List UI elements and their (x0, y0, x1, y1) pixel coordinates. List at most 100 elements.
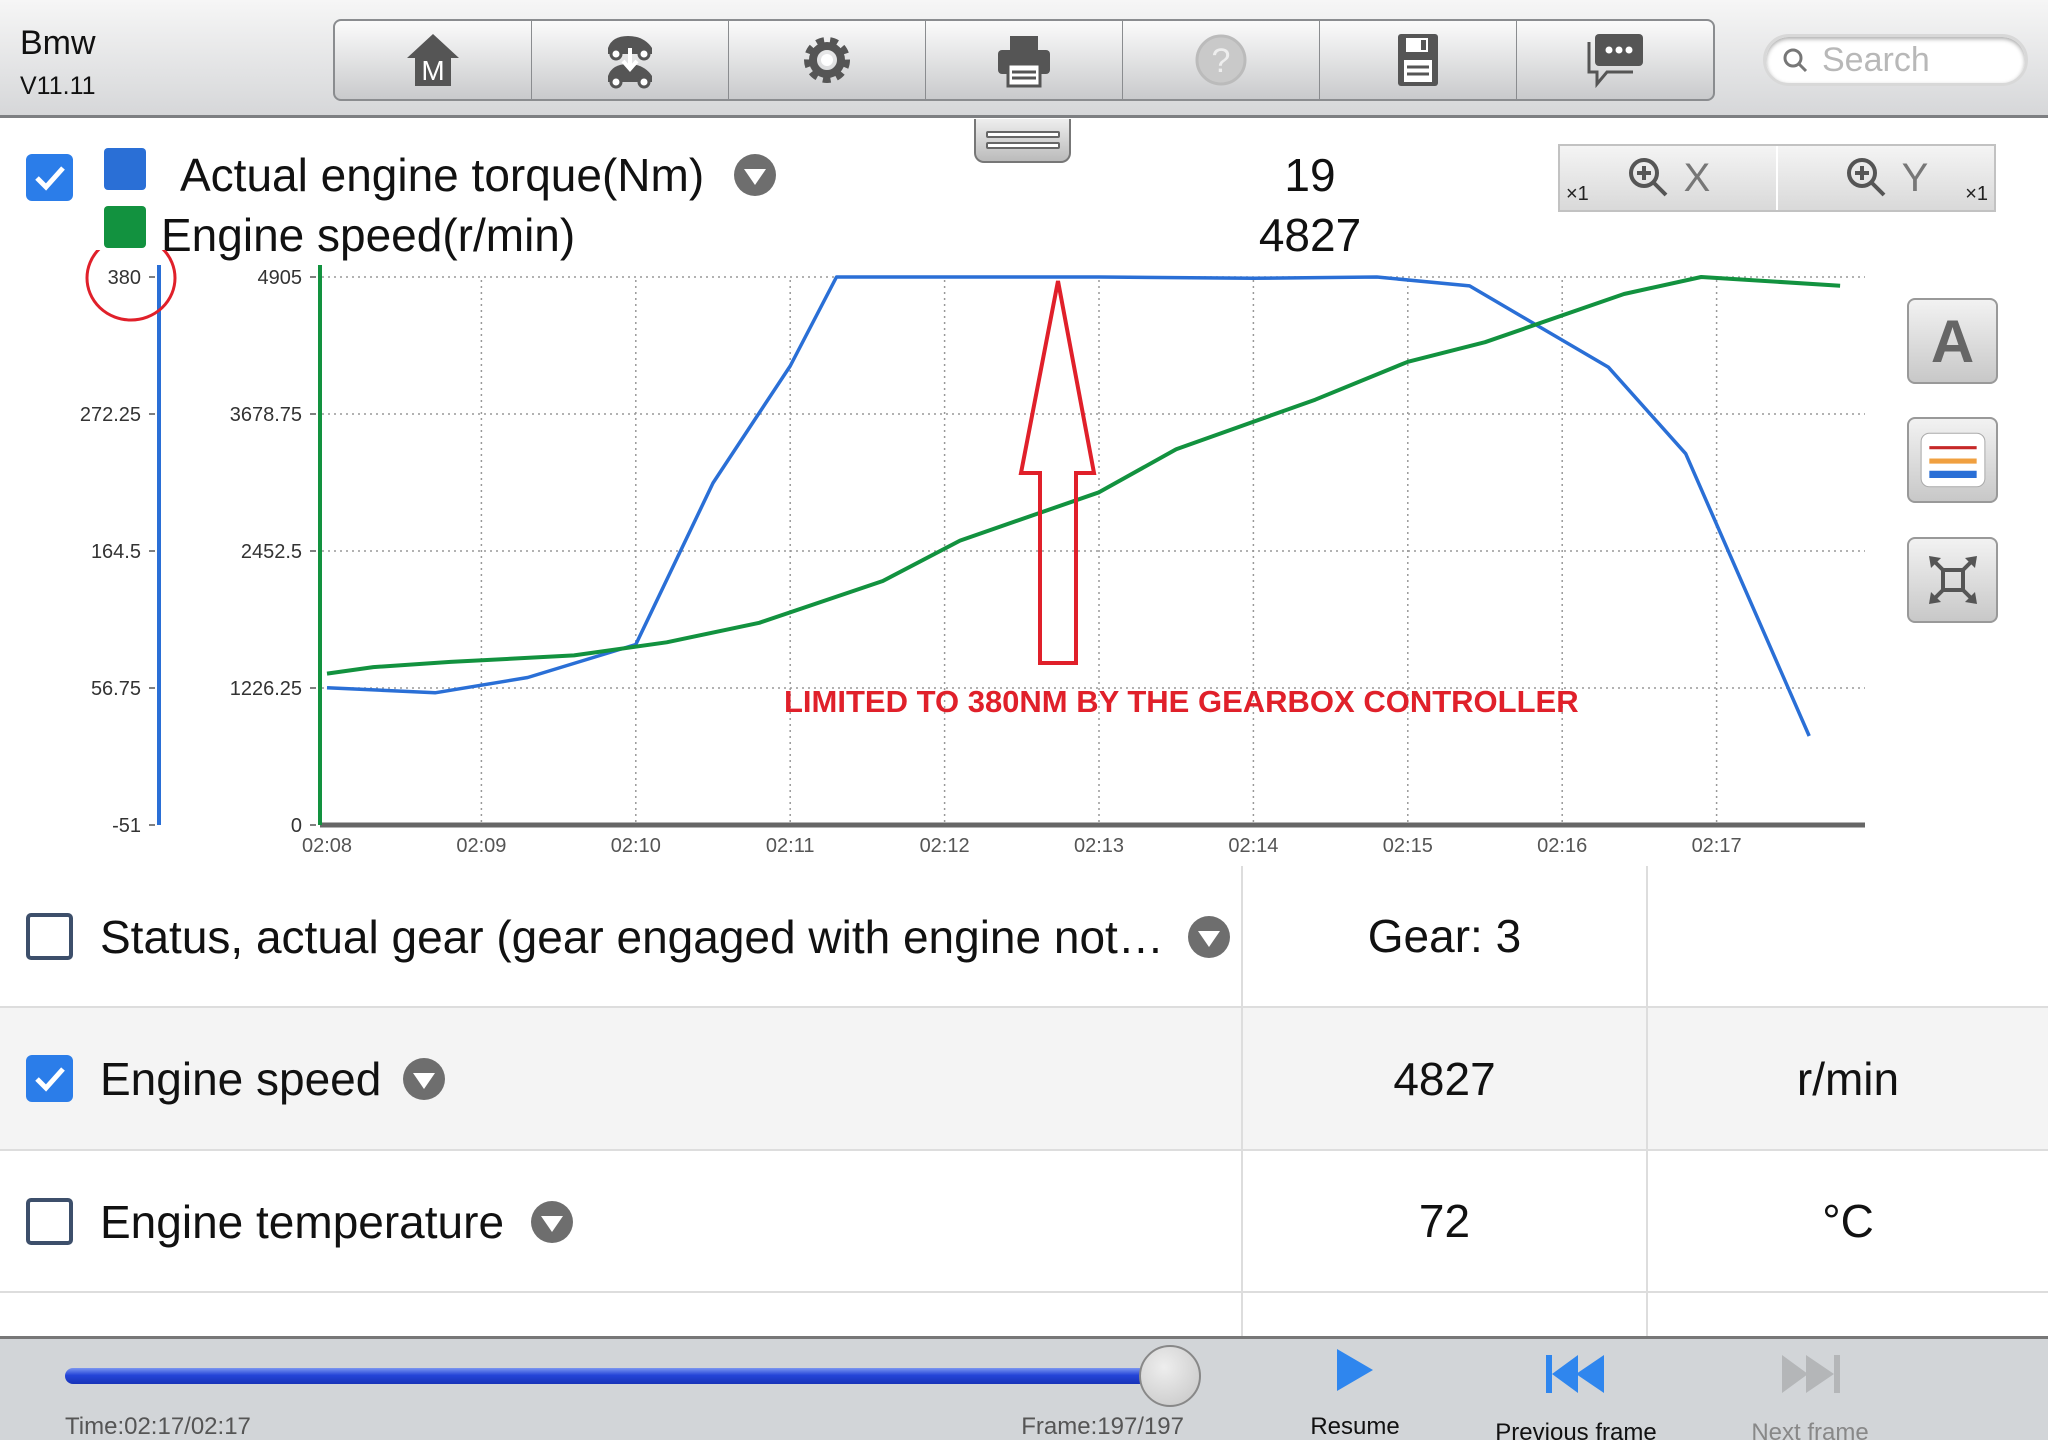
table-row[interactable]: Engine temperature 72 °C (0, 1151, 2048, 1293)
chevron-down-icon (413, 1073, 435, 1089)
checkmark-icon (35, 166, 65, 191)
parameter-name: Status, actual gear (gear engaged with e… (100, 911, 1164, 963)
x-tick-label: 02:11 (766, 835, 815, 857)
gear-icon (804, 37, 850, 83)
feedback-button[interactable] (1517, 21, 1713, 99)
drawer-handle[interactable] (974, 119, 1071, 163)
app-name: Bmw (20, 24, 96, 62)
x-tick-label: 02:17 (1692, 835, 1742, 857)
chevron-down-icon (744, 169, 766, 185)
zoom-x-label: X (1683, 155, 1711, 200)
speed-tick-label: 3678.75 (230, 404, 302, 426)
previous-frame-button[interactable]: Previous frame (1486, 1353, 1666, 1446)
x-tick-label: 02:10 (611, 835, 661, 857)
zoom-y-button[interactable]: Y ×1 (1778, 146, 1994, 210)
search-placeholder: Search (1822, 40, 1930, 79)
parameter-name: Engine speed (100, 1053, 382, 1105)
parameter-value: 4827 (1241, 1008, 1646, 1149)
torque-tick-label: 56.75 (91, 678, 141, 700)
line-style-button[interactable] (1907, 417, 1998, 503)
zoom-y-label: Y (1901, 155, 1929, 200)
playback-progress (65, 1368, 1170, 1384)
parameter-name: Engine temperature (100, 1196, 505, 1248)
zoom-x-factor: ×1 (1566, 183, 1589, 205)
annotation-text: LIMITED TO 380NM BY THE GEARBOX CONTROLL… (784, 684, 1579, 719)
search-icon (1783, 48, 1808, 73)
help-button[interactable]: ? (1123, 21, 1320, 99)
parameter-value: Gear: 3 (1241, 866, 1646, 1006)
floppy-disk-icon (1398, 34, 1438, 86)
torque-checkbox[interactable] (26, 154, 73, 201)
chevron-down-icon (1198, 931, 1220, 947)
zoom-controls: ×1 X Y ×1 (1558, 144, 1996, 212)
x-tick-label: 02:09 (456, 835, 506, 857)
speed-tick-label: 2452.5 (241, 541, 302, 563)
expand-arrows-icon (1928, 556, 1977, 604)
speed-value: 4827 (1258, 209, 1362, 261)
checkmark-icon (35, 1067, 65, 1092)
time-label: Time:02:17/02:17 (65, 1413, 251, 1440)
home-icon: M (407, 34, 459, 86)
font-icon: A (1930, 307, 1975, 375)
svg-text:?: ? (1212, 42, 1231, 80)
print-button[interactable] (926, 21, 1123, 99)
font-size-button[interactable]: A (1907, 298, 1998, 384)
torque-tick-label: 272.25 (80, 404, 141, 426)
zoom-in-icon (1628, 158, 1668, 197)
row-checkbox[interactable] (26, 1198, 73, 1245)
frame-label: Frame:197/197 (1021, 1413, 1184, 1440)
table-row[interactable]: Engine speed 4827 r/min (0, 1008, 2048, 1151)
row-checkbox[interactable] (26, 913, 73, 960)
speed-color-swatch (104, 206, 146, 248)
parameter-dropdown[interactable] (531, 1201, 573, 1243)
x-tick-label: 02:13 (1074, 835, 1124, 857)
header: Bmw V11.11 M ? Search (0, 0, 2048, 118)
playback-bar: Time:02:17/02:17 Frame:197/197 Resume Pr… (0, 1336, 2048, 1446)
parameter-dropdown[interactable] (403, 1058, 445, 1100)
torque-tick-label: -51 (112, 815, 141, 837)
parameter-value: 72 (1241, 1151, 1646, 1291)
x-tick-label: 02:08 (302, 835, 352, 857)
row-checkbox[interactable] (26, 1055, 73, 1102)
parameter-unit: °C (1646, 1151, 2048, 1291)
torque-legend-label: Actual engine torque(Nm) (180, 149, 705, 201)
table-row (0, 1293, 2048, 1336)
resume-button[interactable]: Resume (1290, 1349, 1420, 1441)
speed-tick-label: 1226.25 (230, 678, 302, 700)
fit-screen-button[interactable] (1907, 537, 1998, 623)
playback-track[interactable] (65, 1368, 1170, 1384)
x-tick-label: 02:12 (920, 835, 970, 857)
live-data-chart: 02:08 02:09 02:10 02:11 02:12 02:13 02:14 02:15… (80, 250, 1865, 857)
next-frame-button[interactable]: Next frame (1730, 1353, 1890, 1446)
torque-color-swatch (104, 148, 146, 190)
parameter-dropdown[interactable] (1188, 916, 1230, 958)
chevron-down-icon (541, 1216, 563, 1232)
vehicle-swap-button[interactable] (532, 21, 729, 99)
chat-icon (1587, 34, 1643, 89)
line-colors-icon (1920, 432, 1985, 488)
save-button[interactable] (1320, 21, 1517, 99)
torque-tick-label: 164.5 (91, 541, 141, 563)
playback-slider-thumb[interactable] (1139, 1345, 1201, 1407)
toolbar: M ? (333, 19, 1715, 101)
printer-icon (998, 36, 1050, 88)
zoom-in-icon (1846, 158, 1886, 197)
home-button[interactable]: M (335, 21, 532, 99)
help-icon: ? (1195, 34, 1247, 86)
x-tick-label: 02:14 (1228, 835, 1278, 857)
zoom-x-button[interactable]: ×1 X (1560, 146, 1778, 210)
vehicle-swap-icon (608, 36, 652, 89)
torque-dropdown[interactable] (734, 154, 776, 196)
table-row[interactable]: Status, actual gear (gear engaged with e… (0, 866, 2048, 1008)
speed-legend-label: Engine speed(r/min) (161, 209, 576, 261)
highlight-circle-annotation (85, 250, 177, 322)
arrow-annotation (1018, 280, 1097, 665)
search-input[interactable]: Search (1763, 34, 2028, 86)
settings-button[interactable] (729, 21, 926, 99)
resume-label: Resume (1310, 1413, 1400, 1440)
x-tick-label: 02:16 (1537, 835, 1587, 857)
speed-series-line (326, 275, 1841, 676)
app-version: V11.11 (20, 72, 96, 100)
torque-tick-label: 380 (108, 267, 141, 289)
torque-value: 19 (1284, 149, 1336, 201)
